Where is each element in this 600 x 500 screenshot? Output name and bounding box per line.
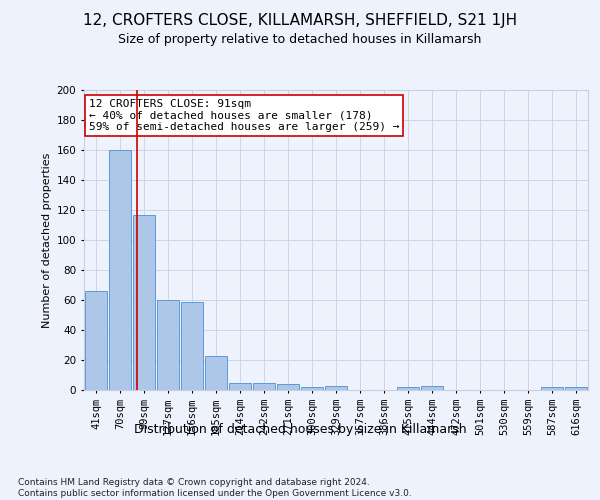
Bar bbox=[157, 300, 179, 390]
Bar bbox=[229, 382, 251, 390]
Bar bbox=[205, 356, 227, 390]
Bar bbox=[253, 382, 275, 390]
Bar bbox=[181, 302, 203, 390]
Bar bbox=[277, 384, 299, 390]
Bar bbox=[397, 387, 419, 390]
Bar bbox=[109, 150, 131, 390]
Bar bbox=[541, 387, 563, 390]
Text: 12 CROFTERS CLOSE: 91sqm
← 40% of detached houses are smaller (178)
59% of semi-: 12 CROFTERS CLOSE: 91sqm ← 40% of detach… bbox=[89, 99, 400, 132]
Bar bbox=[565, 387, 587, 390]
Y-axis label: Number of detached properties: Number of detached properties bbox=[43, 152, 52, 328]
Bar bbox=[421, 386, 443, 390]
Text: Distribution of detached houses by size in Killamarsh: Distribution of detached houses by size … bbox=[134, 422, 466, 436]
Bar bbox=[85, 291, 107, 390]
Bar bbox=[301, 387, 323, 390]
Text: Contains HM Land Registry data © Crown copyright and database right 2024.
Contai: Contains HM Land Registry data © Crown c… bbox=[18, 478, 412, 498]
Bar bbox=[133, 214, 155, 390]
Text: 12, CROFTERS CLOSE, KILLAMARSH, SHEFFIELD, S21 1JH: 12, CROFTERS CLOSE, KILLAMARSH, SHEFFIEL… bbox=[83, 12, 517, 28]
Text: Size of property relative to detached houses in Killamarsh: Size of property relative to detached ho… bbox=[118, 32, 482, 46]
Bar bbox=[325, 386, 347, 390]
